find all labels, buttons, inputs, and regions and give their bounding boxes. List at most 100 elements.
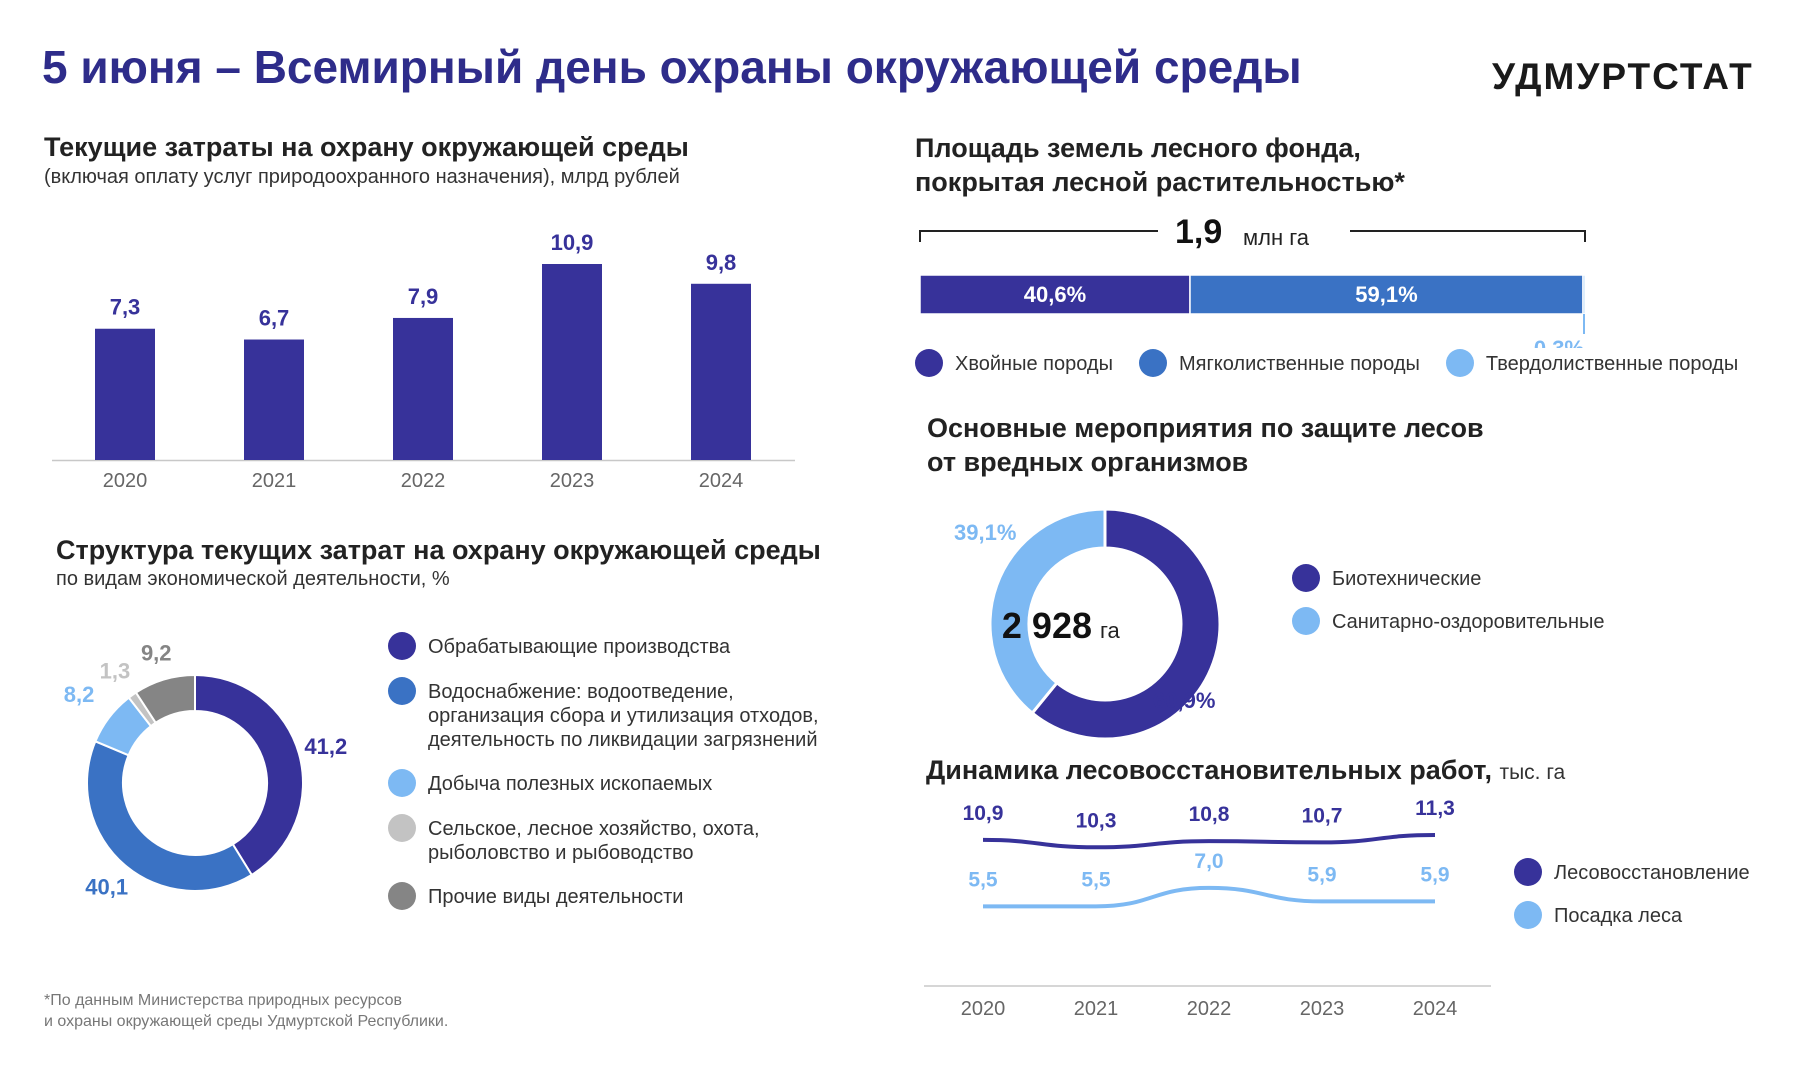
protection-legend-item: Санитарно-оздоровительные — [1292, 607, 1605, 635]
reforestation-title: Динамика лесовосстановительных работ, ты… — [926, 753, 1565, 790]
reforest-value-label: 10,8 — [1189, 803, 1230, 826]
legend-swatch — [388, 882, 416, 910]
costs-year-label: 2024 — [699, 470, 744, 492]
legend-swatch — [388, 769, 416, 797]
structure-legend-item: Сельское, лесное хозяйство, охота, рыболо… — [388, 814, 848, 865]
footnote-line1: *По данным Министерства природных ресурс… — [44, 992, 403, 1009]
forest-segment-label: 59,1% — [1355, 282, 1417, 307]
reforest-value-label: 11,3 — [1415, 800, 1455, 820]
protection-center-unit: га — [1100, 618, 1121, 643]
structure-legend: Обрабатывающие производства Водоснабжение… — [388, 632, 848, 910]
costs-value-label: 6,7 — [259, 306, 290, 331]
legend-label: Мягколиственные породы — [1178, 353, 1420, 375]
costs-value-label: 10,9 — [551, 230, 594, 255]
forest-legend-item: Мягколиственные породы — [1138, 349, 1420, 377]
legend-label: Посадка леса — [1554, 905, 1683, 927]
protection-slice — [988, 507, 1107, 716]
reforest-value-label: 7,0 — [1194, 850, 1223, 873]
costs-bar — [691, 283, 751, 460]
costs-year-label: 2023 — [550, 470, 595, 492]
forest-area-legend: Хвойные породы Мягколиственные породы Твер… — [915, 349, 1764, 377]
forest-segment — [1189, 274, 1584, 315]
protection-value-label: 39,1% — [954, 520, 1016, 545]
structure-legend-item: Добыча полезных ископаемых — [388, 769, 848, 797]
legend-swatch — [1138, 349, 1167, 377]
legend-swatch — [388, 632, 416, 660]
reforest-value-label: 5,5 — [968, 868, 998, 891]
costs-year-label: 2020 — [103, 470, 148, 492]
forest-total-value: 1,9 — [1175, 218, 1222, 251]
reforestation-unit: тыс. га — [1499, 761, 1566, 784]
legend-label: Биотехнические — [1332, 568, 1482, 590]
costs-bar-chart: 7,3 2020 6,7 2021 7,9 2022 10,9 2023 9,8 2024 — [52, 230, 795, 492]
reforest-value-label: 5,9 — [1307, 863, 1336, 886]
reforest-year-label: 2020 — [961, 998, 1006, 1020]
reforest-value-label: 10,9 — [963, 802, 1004, 825]
costs-subtitle: (включая оплату услуг природоохранного н… — [44, 166, 680, 188]
protection-legend: Биотехнические Санитарно-оздоровительные — [1292, 564, 1605, 635]
forest-area-title-line2: покрытая лесной растительностью* — [915, 167, 1405, 197]
legend-label: Сельское, лесное хозяйство, охота, рыболо… — [428, 818, 760, 864]
reforest-value-label: 5,9 — [1420, 863, 1449, 886]
structure-legend-item: Прочие виды деятельности — [388, 882, 848, 910]
legend-swatch — [1292, 564, 1320, 592]
protection-center-value: 2 928 — [1002, 605, 1092, 646]
legend-swatch — [915, 349, 943, 377]
reforest-value-label: 10,7 — [1302, 804, 1343, 827]
costs-value-label: 7,3 — [110, 295, 141, 320]
costs-bar — [244, 339, 304, 460]
protection-donut-chart: 60,9% 39,1% 2 928 га — [954, 507, 1222, 741]
structure-value-label: 9,2 — [141, 641, 172, 666]
structure-value-label: 1,3 — [100, 659, 131, 684]
legend-swatch — [1514, 901, 1542, 929]
reforest-series-line — [983, 885, 1435, 909]
legend-label: Твердолиственные породы — [1485, 353, 1739, 375]
protection-slice — [1030, 507, 1222, 741]
costs-title: Текущие затраты на охрану окружающей сре… — [44, 132, 689, 162]
reforest-value-label: 5,5 — [1081, 868, 1111, 891]
structure-value-label: 8,2 — [64, 682, 95, 707]
reforest-year-label: 2023 — [1300, 998, 1345, 1020]
costs-value-label: 9,8 — [706, 250, 737, 275]
reforest-year-label: 2022 — [1187, 998, 1232, 1020]
legend-swatch — [1292, 607, 1320, 635]
reforestation-legend: Лесовосстановление Посадка леса — [1514, 858, 1750, 929]
legend-label: Лесовосстановление — [1554, 862, 1750, 884]
legend-label: Обрабатывающие производства — [428, 636, 731, 658]
forest-total-unit: млн га — [1243, 225, 1310, 250]
costs-year-label: 2021 — [252, 470, 297, 492]
structure-slice — [134, 673, 196, 725]
legend-swatch — [1445, 349, 1474, 377]
reforest-series-line — [982, 833, 1436, 850]
legend-swatch — [388, 677, 416, 705]
structure-donut-chart: 41,2 40,1 8,21,3 9,2 — [64, 641, 347, 900]
legend-label: Прочие виды деятельности — [428, 886, 684, 908]
protection-title-line2: от вредных организмов — [927, 447, 1249, 477]
legend-label: Санитарно-оздоровительные — [1332, 611, 1605, 633]
structure-legend-item: Водоснабжение: водоотведение, организация… — [388, 677, 848, 752]
structure-value-label: 41,2 — [304, 734, 347, 759]
legend-swatch — [388, 814, 416, 842]
footnote: *По данным Министерства природных ресурс… — [44, 990, 448, 1032]
structure-value-label: 40,1 — [85, 874, 128, 899]
forest-area-stacked-bar: 1,9 млн га 40,6% 59,1% 0,3% — [919, 218, 1586, 348]
structure-legend-item: Обрабатывающие производства — [388, 632, 848, 660]
reforest-value-label: 10,3 — [1076, 809, 1117, 832]
reforest-year-label: 2024 — [1413, 998, 1458, 1020]
forest-segment — [1582, 274, 1586, 315]
reforestation-line-chart: 2020 2021 2022 2023 2024 10,9 10,3 10,8 10,7 11,3… — [924, 800, 1491, 1020]
forest-legend-item: Твердолиственные породы — [1445, 349, 1739, 377]
reforest-legend-item: Лесовосстановление — [1514, 858, 1750, 886]
legend-swatch — [1514, 858, 1542, 886]
forest-area-title-line1: Площадь земель лесного фонда, — [915, 133, 1361, 163]
forest-bracket-left — [919, 230, 1158, 242]
protection-title-line1: Основные мероприятия по защите лесов — [927, 413, 1484, 443]
forest-bracket-right — [1350, 230, 1586, 242]
costs-bar — [95, 328, 155, 460]
protection-value-label: 60,9% — [1153, 688, 1215, 713]
page-title: 5 июня – Всемирный день охраны окружающе… — [42, 41, 1302, 93]
costs-year-label: 2022 — [401, 470, 446, 492]
legend-label: Добыча полезных ископаемых — [428, 773, 713, 795]
structure-slice — [86, 740, 254, 892]
legend-label: Хвойные породы — [955, 353, 1113, 375]
